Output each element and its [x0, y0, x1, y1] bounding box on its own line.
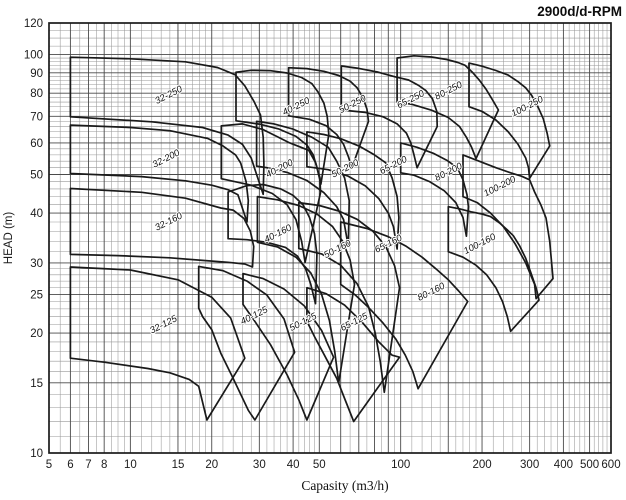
- envelope-50-250: [287, 66, 370, 169]
- x-tick-200: 200: [472, 459, 491, 471]
- x-tick-400: 400: [554, 459, 573, 471]
- envelope-label-100-250: 100-250: [509, 93, 545, 119]
- x-tick-600: 600: [601, 459, 620, 471]
- y-tick-10: 10: [30, 448, 43, 460]
- envelope-40-250: [235, 69, 330, 185]
- plot-frame: [48, 22, 612, 454]
- envelope-80-160: [339, 221, 469, 390]
- grid-lines: [48, 22, 612, 454]
- x-tick-100: 100: [391, 459, 410, 471]
- envelope-65-125: [306, 286, 401, 423]
- y-tick-20: 20: [30, 328, 43, 340]
- x-tick-30: 30: [253, 459, 266, 471]
- envelope-label-80-160: 80-160: [415, 279, 447, 302]
- y-tick-90: 90: [30, 68, 43, 80]
- envelope-label-40-125: 40-125: [238, 303, 270, 326]
- x-tick-10: 10: [124, 459, 137, 471]
- x-tick-8: 8: [101, 459, 107, 471]
- envelope-50-200: [255, 120, 351, 248]
- axis-tick-labels: 5 6 7 8 10 15 20 30 40 50 100 200 300 400 500 600 10 15 20…: [24, 18, 621, 471]
- y-tick-40: 40: [30, 208, 43, 220]
- envelope-100-250: [468, 62, 551, 180]
- x-axis-label: Capasity (m3/h): [301, 478, 388, 493]
- envelope-label-50-125: 50-125: [287, 310, 319, 333]
- y-tick-60: 60: [30, 138, 43, 150]
- y-tick-50: 50: [30, 169, 43, 181]
- envelope-65-200: [306, 130, 400, 250]
- envelope-65-160: [297, 201, 401, 394]
- envelope-label-40-200: 40-200: [264, 156, 296, 179]
- envelope-label-32-250: 32-250: [153, 83, 185, 106]
- x-tick-6: 6: [67, 459, 73, 471]
- envelope-40-160: [227, 183, 318, 305]
- x-tick-300: 300: [520, 459, 539, 471]
- envelope-32-160: [69, 187, 255, 268]
- plot-border: [48, 22, 612, 454]
- chart-title: 2900d/d-RPM: [537, 4, 622, 19]
- y-tick-80: 80: [30, 88, 43, 100]
- x-tick-15: 15: [172, 459, 185, 471]
- envelope-32-200: [69, 124, 250, 223]
- x-tick-500: 500: [580, 459, 599, 471]
- y-tick-120: 120: [24, 18, 43, 30]
- envelope-label-100-200: 100-200: [482, 173, 518, 199]
- envelope-80-200: [399, 142, 470, 238]
- y-tick-15: 15: [30, 378, 43, 390]
- y-tick-70: 70: [30, 111, 43, 123]
- envelope-label-65-125: 65-125: [338, 310, 370, 333]
- envelope-label-32-200: 32-200: [150, 146, 182, 169]
- pump-model-labels: 32-125 40-125 50-125 65-12532-16040-16050-1…: [147, 77, 547, 336]
- x-tick-7: 7: [85, 459, 91, 471]
- envelope-50-125: [242, 272, 335, 421]
- envelope-50-160: [256, 195, 356, 384]
- envelope-40-125: [197, 265, 296, 421]
- y-axis-label: HEAD (m): [3, 212, 15, 265]
- x-tick-50: 50: [313, 459, 326, 471]
- envelope-100-200: [462, 154, 554, 300]
- x-tick-40: 40: [287, 459, 300, 471]
- y-tick-100: 100: [24, 50, 43, 62]
- envelope-label-32-125: 32-125: [148, 312, 180, 335]
- pump-envelope-curves: [69, 54, 554, 423]
- envelope-32-250: [69, 56, 265, 196]
- envelope-65-250: [340, 65, 439, 169]
- y-tick-30: 30: [30, 258, 43, 270]
- y-tick-25: 25: [30, 289, 43, 301]
- x-tick-20: 20: [205, 459, 218, 471]
- envelope-label-65-200: 65-200: [378, 153, 410, 176]
- envelope-32-125: [69, 266, 246, 421]
- x-tick-5: 5: [46, 459, 52, 471]
- envelope-80-250: [396, 54, 500, 160]
